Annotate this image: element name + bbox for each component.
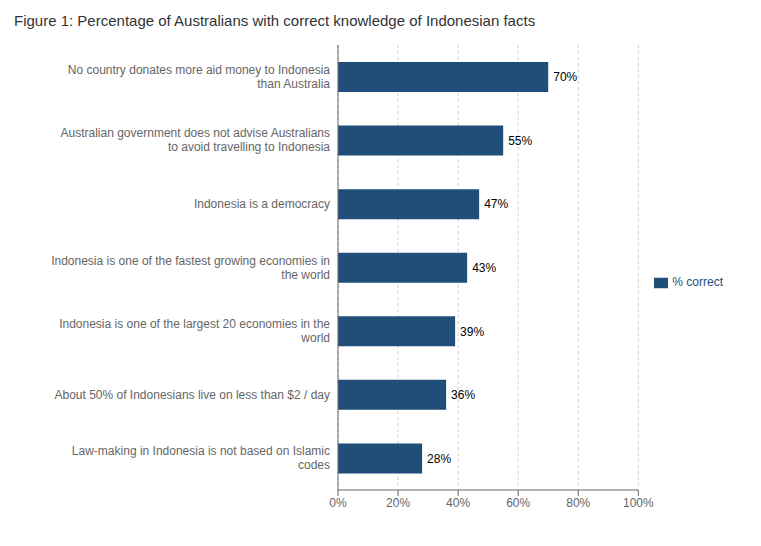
svg-text:About 50% of Indonesians live: About 50% of Indonesians live on less th…	[54, 388, 330, 402]
svg-text:20%: 20%	[386, 496, 410, 510]
svg-text:100%: 100%	[623, 496, 654, 510]
svg-text:28%: 28%	[427, 452, 451, 466]
svg-text:Indonesia is one of the larges: Indonesia is one of the largest 20 econo…	[59, 317, 330, 345]
svg-text:60%: 60%	[506, 496, 530, 510]
svg-text:40%: 40%	[446, 496, 470, 510]
svg-text:80%: 80%	[566, 496, 590, 510]
svg-text:55%: 55%	[508, 134, 532, 148]
svg-text:Law-making in Indonesia is not: Law-making in Indonesia is not based on …	[72, 444, 330, 472]
svg-text:43%: 43%	[472, 261, 496, 275]
svg-text:47%: 47%	[484, 197, 508, 211]
html-text:% correct: % correct	[672, 275, 723, 290]
html-text:Figure 1: Percentage of Austra: Figure 1: Percentage of Australians with…	[14, 12, 536, 29]
svg-text:0%: 0%	[329, 496, 347, 510]
svg-text:No country donates more aid mo: No country donates more aid money to Ind…	[68, 63, 330, 91]
svg-text:Indonesia is a democracy: Indonesia is a democracy	[194, 197, 330, 211]
svg-text:Indonesia is one of the fastes: Indonesia is one of the fastest growing …	[51, 254, 330, 282]
svg-text:70%: 70%	[553, 70, 577, 84]
svg-text:39%: 39%	[460, 325, 484, 339]
svg-text:Australian government does not: Australian government does not advise Au…	[61, 126, 331, 154]
svg-text:36%: 36%	[451, 388, 475, 402]
